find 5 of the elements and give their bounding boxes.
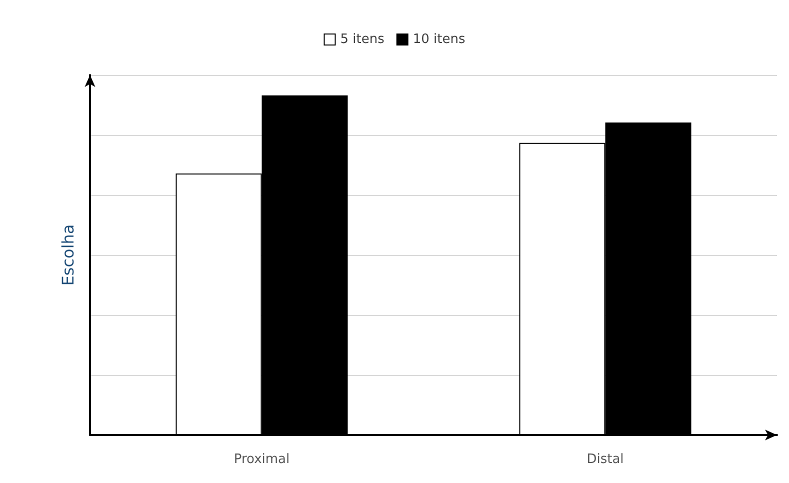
- y-axis-title: Escolha: [58, 224, 78, 286]
- x-tick-label: Distal: [586, 452, 624, 467]
- legend-label: 10 itens: [412, 32, 466, 47]
- x-tick-label: Proximal: [234, 452, 290, 467]
- legend-label: 5 itens: [340, 32, 385, 47]
